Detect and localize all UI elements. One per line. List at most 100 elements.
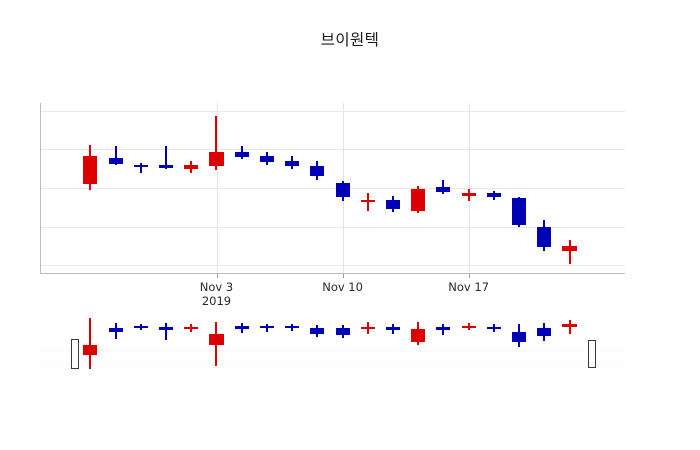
volume-dot <box>508 350 509 351</box>
volume-dot <box>236 350 237 351</box>
volume-dot <box>532 364 533 365</box>
volume-dot <box>420 350 421 351</box>
candlestick <box>259 103 274 273</box>
volume-dot <box>548 350 549 351</box>
x-tick-label-line1: Nov 3 <box>199 280 234 294</box>
candlestick-body <box>159 164 174 168</box>
x-tick-label-line1: Nov 10 <box>322 280 363 294</box>
candlestick <box>562 103 577 273</box>
volume-dot <box>252 364 253 365</box>
candlestick-body <box>385 200 401 209</box>
volume-dot <box>572 350 573 351</box>
volume-dot <box>436 350 437 351</box>
candlestick <box>537 103 552 273</box>
candlestick-body <box>285 160 300 166</box>
volume-dot <box>484 350 485 351</box>
volume-dot <box>92 364 93 365</box>
volume-edge-marker-right <box>588 339 597 369</box>
volume-dot <box>620 350 621 351</box>
candlestick <box>335 103 350 273</box>
volume-bar-body <box>209 333 224 346</box>
volume-dot <box>196 364 197 365</box>
volume-dot <box>452 364 453 365</box>
volume-dot <box>260 364 261 365</box>
volume-dot <box>164 350 165 351</box>
candlestick <box>360 103 375 273</box>
volume-bar-body <box>537 328 552 336</box>
volume-dot <box>180 350 181 351</box>
volume-dot <box>292 364 293 365</box>
volume-dot <box>316 364 317 365</box>
volume-dot <box>364 350 365 351</box>
candlestick <box>184 103 199 273</box>
volume-dot <box>212 350 213 351</box>
volume-dot <box>500 350 501 351</box>
candlestick-wick <box>165 146 168 169</box>
volume-bar-wick <box>89 318 92 369</box>
volume-bar <box>486 318 501 370</box>
volume-dot <box>204 350 205 351</box>
volume-dot <box>404 364 405 365</box>
volume-dot <box>116 350 117 351</box>
volume-dot <box>540 364 541 365</box>
volume-dot <box>188 350 189 351</box>
volume-dot <box>468 350 469 351</box>
candlestick-body <box>411 188 426 212</box>
volume-bar-body <box>562 324 577 328</box>
volume-dot <box>276 364 277 365</box>
gridline-y-8500 <box>40 226 625 228</box>
volume-dot <box>492 364 493 365</box>
volume-dot <box>372 364 373 365</box>
volume-dot <box>412 364 413 365</box>
volume-dot <box>356 350 357 351</box>
volume-dot <box>500 364 501 365</box>
volume-dot <box>164 364 165 365</box>
volume-dot <box>172 350 173 351</box>
x-tick-mark <box>342 274 344 278</box>
volume-dot <box>324 350 325 351</box>
volume-bar-body <box>461 325 476 328</box>
volume-dot <box>68 364 69 365</box>
volume-bar <box>335 318 350 370</box>
volume-bar-body <box>436 327 451 330</box>
volume-dot <box>308 350 309 351</box>
volume-dot <box>396 350 397 351</box>
volume-dot <box>100 350 101 351</box>
volume-bar <box>159 318 174 370</box>
volume-bar-body <box>360 327 375 330</box>
candlestick-body <box>108 157 123 165</box>
volume-bar-body <box>159 327 174 331</box>
volume-bar <box>133 318 148 370</box>
volume-dot <box>196 350 197 351</box>
candlestick-body <box>184 164 199 170</box>
volume-dot <box>556 350 557 351</box>
gridline-x-nov-3 <box>216 103 218 273</box>
volume-dot <box>620 364 621 365</box>
volume-dot <box>516 350 517 351</box>
volume-bar-body <box>335 328 350 336</box>
volume-bar <box>310 318 325 370</box>
volume-dot <box>540 350 541 351</box>
candlestick-body <box>461 193 476 196</box>
volume-dot <box>532 350 533 351</box>
candlestick-body <box>512 198 527 226</box>
x-tick-mark <box>468 274 470 278</box>
candlestick-wick <box>139 163 142 174</box>
volume-dot <box>244 364 245 365</box>
volume-dot <box>124 350 125 351</box>
volume-bar <box>512 318 527 370</box>
price-plot-area <box>40 103 625 274</box>
candlestick-body <box>486 192 501 198</box>
candlestick <box>108 103 123 273</box>
axis-spine-bottom <box>40 273 625 274</box>
volume-dot <box>44 364 45 365</box>
volume-dot <box>140 364 141 365</box>
volume-bar-body <box>234 326 249 329</box>
volume-dot <box>236 364 237 365</box>
candlestick-wick <box>568 239 571 264</box>
volume-dot <box>188 364 189 365</box>
volume-dot <box>324 364 325 365</box>
volume-dot <box>204 364 205 365</box>
volume-dot <box>564 350 565 351</box>
